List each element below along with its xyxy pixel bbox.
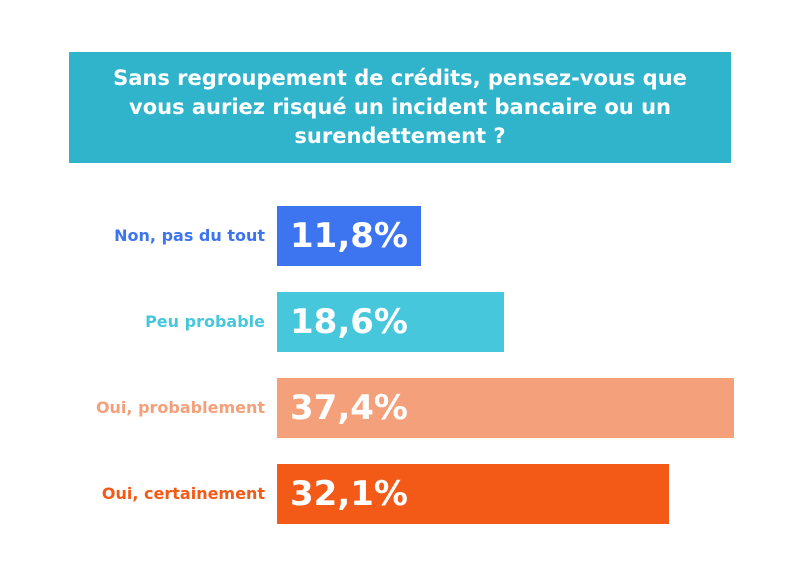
value-label: 18,6% (290, 302, 408, 342)
category-label: Oui, probablement (95, 398, 265, 417)
value-label: 32,1% (290, 474, 408, 514)
value-label: 37,4% (290, 388, 408, 428)
bar (277, 206, 421, 266)
category-label: Non, pas du tout (114, 226, 265, 245)
bar (277, 292, 504, 352)
bar (277, 378, 734, 438)
category-label: Oui, certainement (101, 484, 265, 503)
value-label: 11,8% (290, 216, 408, 256)
category-label: Peu probable (145, 312, 265, 331)
title-banner: Sans regroupement de crédits, pensez-vou… (69, 52, 731, 163)
bar (277, 464, 669, 524)
chart-title: Sans regroupement de crédits, pensez-vou… (113, 66, 687, 148)
